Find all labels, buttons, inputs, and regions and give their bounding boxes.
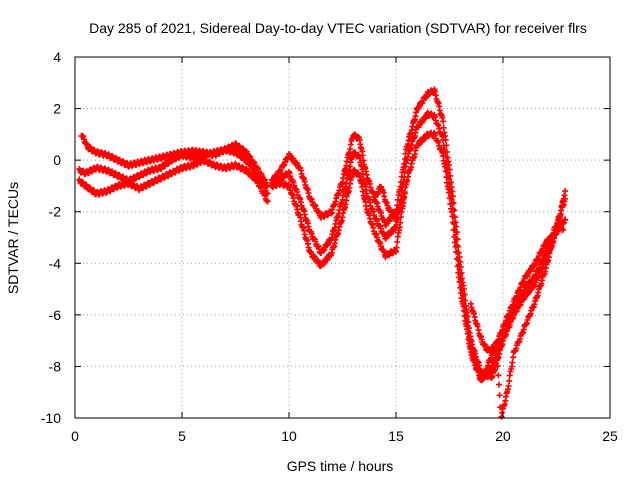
y-tick-label: 2: [53, 101, 61, 117]
grid: [75, 57, 610, 418]
y-tick-label: -6: [49, 307, 62, 323]
y-axis-label: SDTVAR / TECUs: [5, 182, 21, 294]
data-layer: [76, 86, 569, 420]
y-tick-label: -8: [49, 358, 62, 374]
data-points: [76, 156, 271, 205]
plot-frame: [74, 56, 611, 419]
y-tick-label: -10: [41, 410, 61, 426]
data-points: [76, 145, 271, 197]
y-tick-label: 4: [53, 49, 61, 65]
y-tick-label: -4: [49, 255, 62, 271]
data-points: [467, 223, 566, 420]
y-tick-label: -2: [49, 204, 62, 220]
chart-title: Day 285 of 2021, Sidereal Day-to-day VTE…: [89, 20, 587, 36]
series-track-8: [467, 223, 566, 420]
x-tick-label: 20: [495, 428, 511, 444]
series-track-2: [76, 145, 271, 197]
x-tick-label: 0: [71, 428, 79, 444]
x-tick-label: 10: [281, 428, 297, 444]
x-tick-label: 5: [178, 428, 186, 444]
series-track-6: [268, 129, 569, 384]
data-points: [371, 183, 408, 224]
data-points: [268, 129, 569, 384]
x-tick-label: 15: [388, 428, 404, 444]
x-tick-label: 25: [602, 428, 618, 444]
y-tick-label: 0: [53, 152, 61, 168]
ticks: 0 5 10 15 20 25 -10 -8 -6 -4 -2 0 2 4: [41, 49, 618, 444]
x-axis-label: GPS time / hours: [287, 458, 394, 474]
series-track-7: [371, 183, 408, 224]
series-track-3: [76, 156, 271, 205]
